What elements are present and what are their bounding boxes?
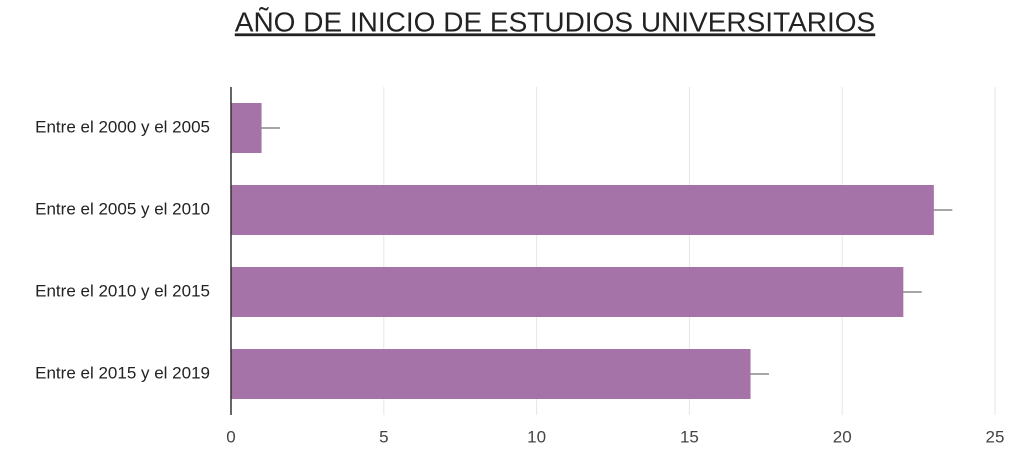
x-tick-label: 15 bbox=[680, 427, 699, 446]
bar bbox=[231, 103, 262, 153]
y-tick-label: Entre el 2000 y el 2005 bbox=[35, 117, 210, 136]
x-tick-label: 0 bbox=[226, 427, 235, 446]
y-tick-label: Entre el 2010 y el 2015 bbox=[35, 281, 210, 300]
x-tick-label: 25 bbox=[986, 427, 1005, 446]
bar bbox=[231, 185, 934, 235]
bar bbox=[231, 267, 904, 317]
chart-title: AÑO DE INICIO DE ESTUDIOS UNIVERSITARIOS bbox=[235, 6, 875, 37]
y-tick-label: Entre el 2005 y el 2010 bbox=[35, 199, 210, 218]
bar bbox=[231, 349, 751, 399]
x-tick-label: 20 bbox=[833, 427, 852, 446]
y-tick-label: Entre el 2015 y el 2019 bbox=[35, 363, 210, 382]
x-tick-label: 5 bbox=[379, 427, 388, 446]
x-tick-label: 10 bbox=[527, 427, 546, 446]
